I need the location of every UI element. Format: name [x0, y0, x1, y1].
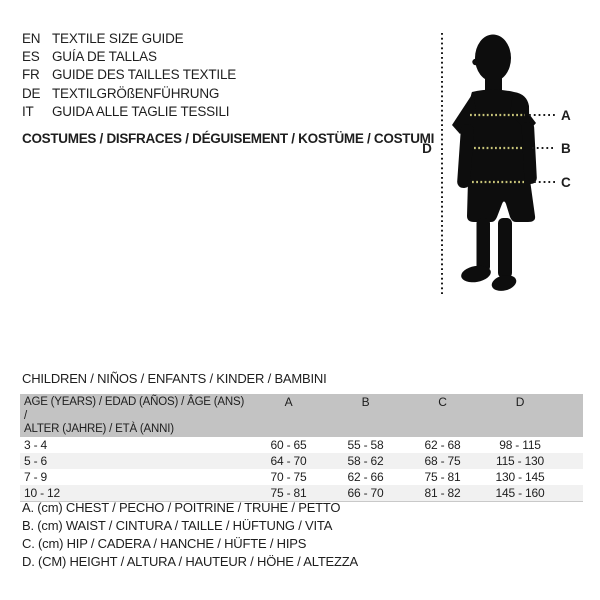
child-silhouette-figure: D A B C — [422, 33, 571, 297]
language-row-es: ES GUÍA DE TALLAS — [22, 47, 236, 65]
language-label: TEXTILGRÖßENFÜHRUNG — [52, 85, 220, 101]
measure-label-b: B — [561, 141, 571, 156]
column-header-a: A — [250, 394, 327, 437]
age-header-line1: AGE (YEARS) / EDAD (AÑOS) / ÂGE (ANS) / — [24, 396, 245, 422]
legend-chest: A. (cm) CHEST / PECHO / POITRINE / TRUHE… — [22, 500, 341, 515]
value-cell: 75 - 81 — [424, 469, 461, 484]
measure-label-d: D — [422, 141, 432, 156]
category-title: COSTUMES / DISFRACES / DÉGUISEMENT / KOS… — [22, 131, 435, 146]
age-header-line2: ALTER (JAHRE) / ETÀ (ANNI) — [24, 423, 174, 435]
language-code: FR — [22, 67, 40, 83]
column-header-d: D — [481, 394, 583, 437]
language-code: ES — [22, 48, 40, 64]
table-row: 3 - 4 60 - 65 55 - 58 62 - 68 98 - 115 — [20, 437, 583, 453]
table-header-row: AGE (YEARS) / EDAD (AÑOS) / ÂGE (ANS) / … — [20, 394, 583, 437]
language-label: GUÍA DE TALLAS — [52, 48, 157, 64]
age-column-header: AGE (YEARS) / EDAD (AÑOS) / ÂGE (ANS) / … — [20, 394, 250, 437]
language-row-it: IT GUIDA ALLE TAGLIE TESSILI — [22, 102, 236, 120]
language-code: IT — [22, 103, 34, 119]
silhouette-right-leg — [498, 218, 512, 278]
child-silhouette — [452, 34, 537, 291]
value-cell: 64 - 70 — [250, 452, 327, 469]
age-cell: 10 - 12 — [20, 484, 250, 502]
silhouette-head — [475, 34, 511, 82]
column-header-c: C — [404, 394, 481, 437]
legend-waist: B. (cm) WAIST / CINTURA / TAILLE / HÜFTU… — [22, 518, 333, 533]
value-cell: 58 - 62 — [327, 452, 404, 469]
language-row-fr: FR GUIDE DES TAILLES TEXTILE — [22, 66, 236, 84]
language-row-en: EN TEXTILE SIZE GUIDE — [22, 29, 236, 47]
silhouette-left-sleeve — [452, 93, 477, 134]
value-cell: 70 - 75 — [270, 469, 307, 484]
value-cell: 66 - 70 — [327, 484, 404, 502]
section-title-children: CHILDREN / NIÑOS / ENFANTS / KINDER / BA… — [22, 371, 327, 386]
language-list: EN TEXTILE SIZE GUIDE ES GUÍA DE TALLAS … — [22, 29, 236, 120]
value-cell: 68 - 75 — [404, 452, 481, 469]
age-cell: 7 - 9 — [24, 469, 48, 484]
language-code: EN — [22, 30, 41, 46]
value-cell: 62 - 68 — [424, 437, 461, 452]
value-cell: 115 - 130 — [481, 452, 583, 469]
silhouette-ear — [472, 58, 479, 66]
value-cell: 145 - 160 — [481, 484, 583, 502]
language-label: GUIDE DES TAILLES TEXTILE — [52, 67, 237, 83]
value-cell: 75 - 81 — [250, 484, 327, 502]
value-cell: 62 - 66 — [347, 469, 384, 484]
table-row: 7 - 9 70 - 75 62 - 66 75 - 81 130 - 145 — [20, 469, 583, 485]
silhouette-shorts — [467, 180, 536, 222]
table-row: 5 - 6 64 - 70 58 - 62 68 - 75 115 - 130 — [20, 452, 583, 469]
language-label: GUIDA ALLE TAGLIE TESSILI — [52, 103, 230, 119]
value-cell: 81 - 82 — [404, 484, 481, 502]
value-cell: 130 - 145 — [495, 469, 545, 484]
silhouette-left-shoe — [461, 265, 491, 283]
language-code: DE — [22, 85, 41, 101]
silhouette-left-leg — [476, 218, 490, 272]
silhouette-neck — [485, 74, 502, 92]
legend-hip: C. (cm) HIP / CADERA / HANCHE / HÜFTE / … — [22, 536, 307, 551]
measure-label-a: A — [561, 108, 571, 123]
size-table: AGE (YEARS) / EDAD (AÑOS) / ÂGE (ANS) / … — [20, 394, 583, 502]
value-cell: 98 - 115 — [499, 437, 541, 452]
legend-height: D. (CM) HEIGHT / ALTURA / HAUTEUR / HÖHE… — [22, 554, 358, 569]
value-cell: 60 - 65 — [270, 437, 307, 452]
language-label: TEXTILE SIZE GUIDE — [52, 30, 184, 46]
age-cell: 3 - 4 — [24, 437, 48, 452]
silhouette-right-shoe — [491, 275, 517, 291]
measure-label-c: C — [561, 175, 571, 190]
language-row-de: DE TEXTILGRÖßENFÜHRUNG — [22, 84, 236, 102]
age-cell: 5 - 6 — [20, 452, 250, 469]
silhouette-right-arm — [521, 122, 537, 184]
measurement-legend: A. (cm) CHEST / PECHO / POITRINE / TRUHE… — [22, 499, 358, 571]
value-cell: 55 - 58 — [347, 437, 384, 452]
column-header-b: B — [327, 394, 404, 437]
silhouette-left-arm — [457, 124, 474, 189]
table-row: 10 - 12 75 - 81 66 - 70 81 - 82 145 - 16… — [20, 484, 583, 502]
